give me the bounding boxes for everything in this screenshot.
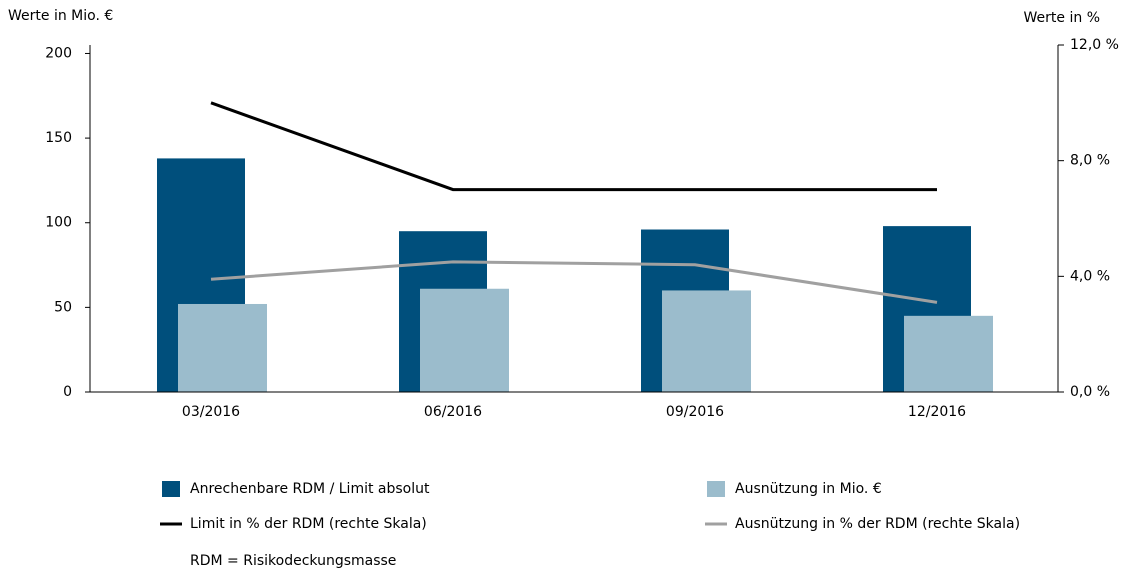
- bar: [420, 288, 509, 392]
- y2-axis-label: Werte in %: [1024, 10, 1100, 26]
- y-tick-label: 200: [45, 45, 72, 61]
- y-axis-label: Werte in Mio. €: [8, 8, 113, 24]
- x-tick-label: 06/2016: [424, 404, 482, 420]
- y-tick-label: 50: [54, 299, 72, 315]
- y2-tick-label: 4,0 %: [1070, 268, 1110, 284]
- bar: [178, 303, 267, 392]
- legend-label: Limit in % der RDM (rechte Skala): [190, 516, 427, 532]
- note: RDM = Risikodeckungsmasse: [190, 553, 396, 569]
- line: [210, 260, 938, 304]
- legend-label: Ausnützung in Mio. €: [735, 481, 882, 497]
- legend-swatch: [162, 481, 180, 497]
- y-tick-label: 150: [45, 130, 72, 146]
- line: [210, 101, 937, 192]
- legend-label: Anrechenbare RDM / Limit absolut: [190, 481, 430, 497]
- bar: [662, 290, 751, 392]
- y-tick-label: 0: [63, 384, 72, 400]
- x-tick-label: 09/2016: [666, 404, 724, 420]
- x-tick-label: 12/2016: [908, 404, 966, 420]
- x-tick-label: 03/2016: [182, 404, 240, 420]
- y2-tick-label: 8,0 %: [1070, 153, 1110, 169]
- legend-swatch: [707, 481, 725, 497]
- y-tick-label: 100: [45, 215, 72, 231]
- y2-tick-label: 12,0 %: [1070, 37, 1119, 53]
- bar: [904, 315, 993, 392]
- legend-label: Ausnützung in % der RDM (rechte Skala): [735, 516, 1020, 532]
- y2-tick-label: 0,0 %: [1070, 384, 1110, 400]
